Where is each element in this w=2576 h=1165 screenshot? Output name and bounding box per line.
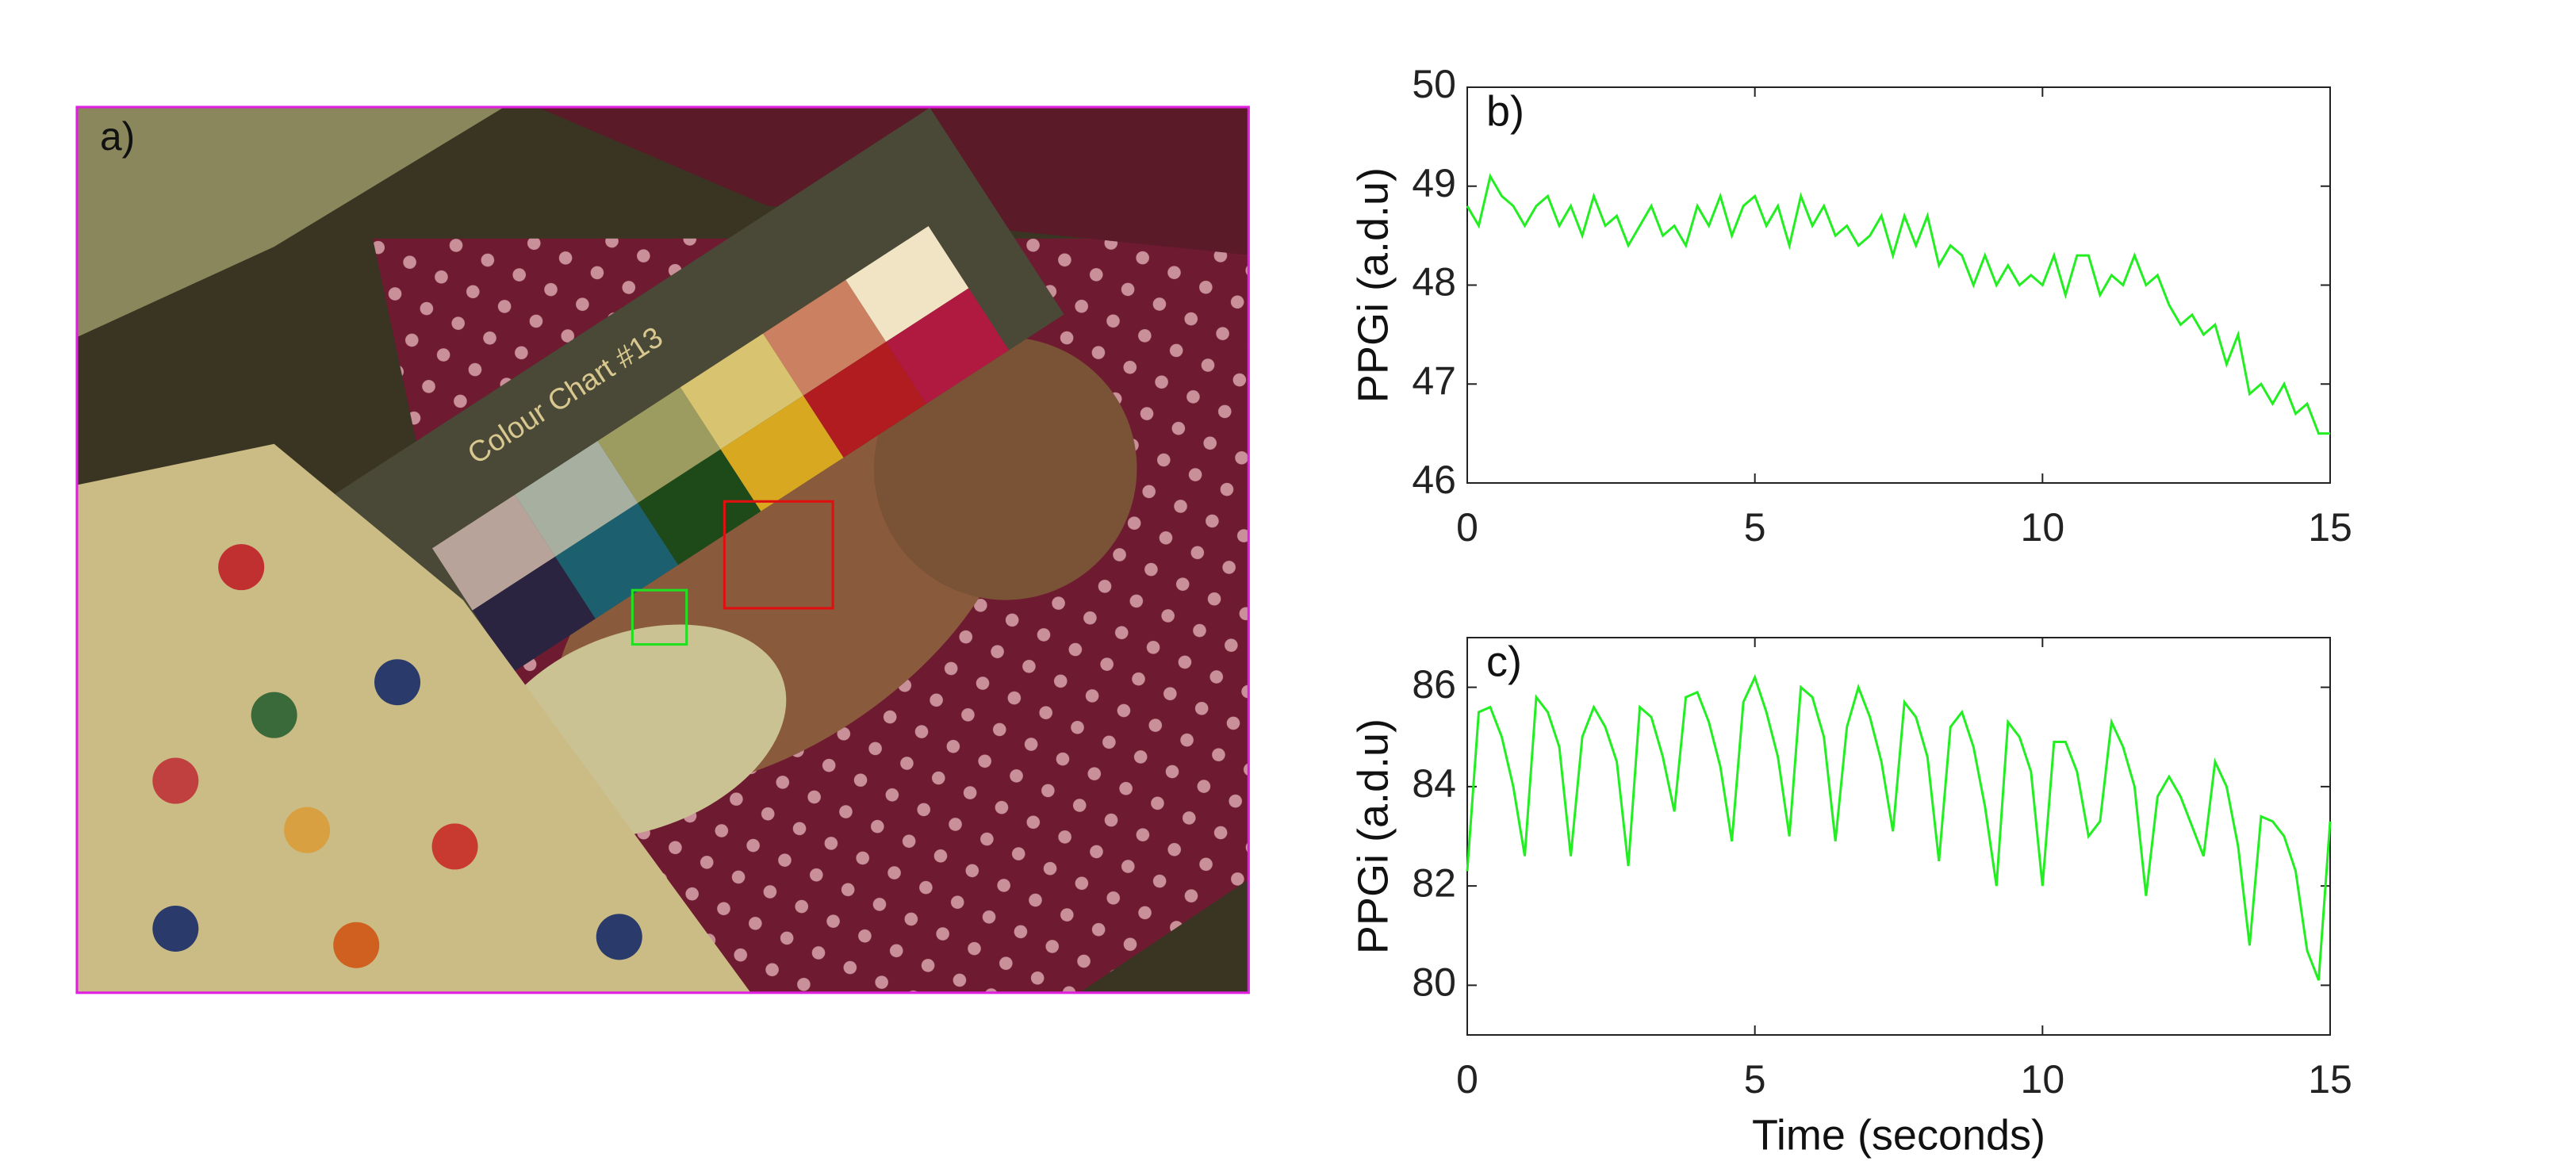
stars (152, 544, 642, 968)
y-tick-label: 86 (1412, 662, 1456, 707)
baby-head (873, 337, 1137, 600)
y-tick-label: 47 (1412, 358, 1456, 403)
x-tick-label: 5 (1744, 505, 1766, 550)
y-tick-label: 84 (1412, 761, 1456, 806)
x-tick-label: 0 (1456, 505, 1478, 550)
x-tick-label: 10 (2021, 505, 2065, 550)
roi-green (631, 588, 688, 646)
panel-label: c) (1486, 638, 1522, 685)
y-tick-label: 80 (1412, 960, 1456, 1005)
data-line (1466, 674, 2332, 981)
colour-chart: Colour Chart #13 (323, 107, 1064, 708)
cloth (77, 107, 504, 338)
x-tick-label: 10 (2021, 1057, 2065, 1102)
panel-label: a) (100, 114, 135, 159)
y-axis-label: PPGi (a.d.u) (1349, 167, 1397, 403)
y-tick-label: 46 (1412, 458, 1456, 502)
y-tick-label: 48 (1412, 260, 1456, 305)
y-tick-label: 50 (1412, 62, 1456, 106)
x-tick-label: 0 (1456, 1057, 1478, 1102)
axes-box (1466, 637, 2331, 1036)
x-tick-label: 5 (1744, 1057, 1766, 1102)
x-tick-label: 15 (2308, 505, 2352, 550)
data-line (1466, 173, 2330, 435)
y-tick-label: 82 (1412, 860, 1456, 905)
y-axis-label: PPGi (a.d.u) (1349, 719, 1397, 954)
photo-border (75, 105, 1250, 994)
roi-red (723, 500, 834, 610)
x-tick-label: 15 (2308, 1057, 2352, 1102)
panel-label: b) (1486, 87, 1524, 135)
x-axis-label: Time (seconds) (1752, 1111, 2045, 1159)
photo: Colour Chart #13 a) (75, 105, 1250, 994)
y-tick-label: 49 (1412, 161, 1456, 205)
axes-box (1466, 86, 2331, 484)
